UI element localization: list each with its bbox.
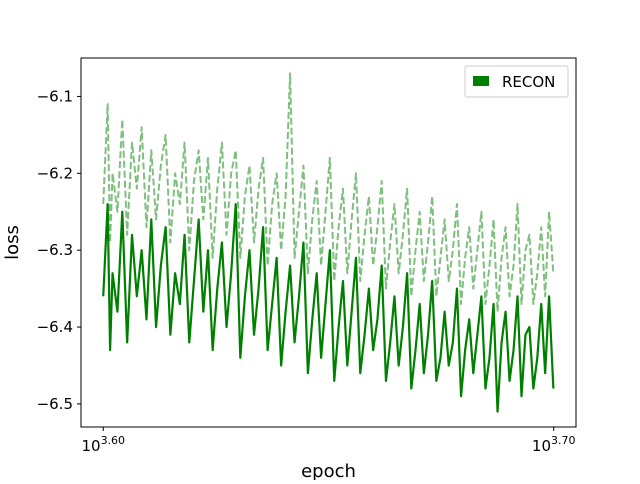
series-layer <box>102 72 555 413</box>
axes-frame <box>80 57 577 428</box>
series-line-recon <box>102 202 555 413</box>
x-axis-ticks: 103.60 103.70 <box>81 427 576 455</box>
y-tick-label: −6.3 <box>37 241 73 259</box>
y-axis-ticks: −6.1 −6.2 −6.3 −6.4 −6.5 <box>37 87 81 413</box>
series-line-dashed <box>102 72 555 313</box>
legend-box <box>464 65 569 98</box>
x-axis-label: epoch <box>301 461 356 480</box>
y-axis-label: loss <box>2 225 23 260</box>
y-tick-label: −6.4 <box>37 318 73 336</box>
y-tick-label: −6.5 <box>37 395 73 413</box>
legend-label-recon: RECON <box>502 73 555 91</box>
x-tick-label: 103.70 <box>532 434 576 455</box>
y-tick-label: −6.2 <box>37 164 73 182</box>
legend: RECON <box>464 65 569 98</box>
y-tick-label: −6.1 <box>37 87 73 105</box>
plot-area: 103.60 103.70 −6.1 −6.2 −6.3 −6.4 −6.5 <box>37 57 577 455</box>
legend-swatch-recon <box>473 76 489 86</box>
x-tick-label: 103.60 <box>81 434 125 455</box>
